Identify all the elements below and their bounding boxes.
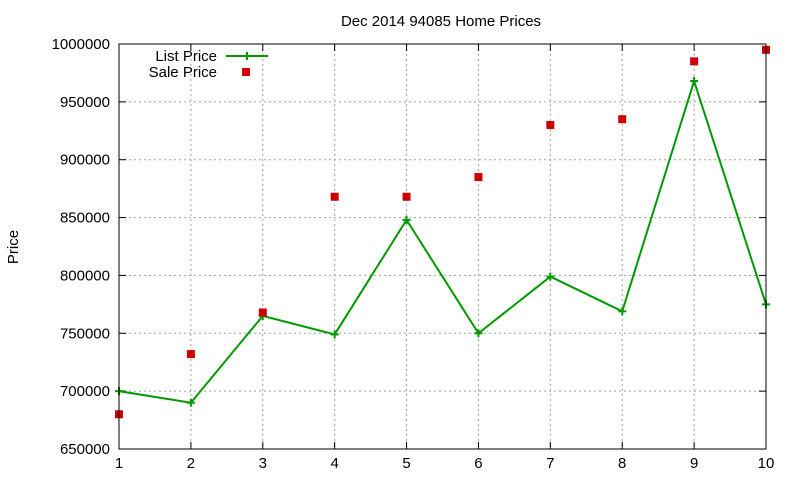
axis-ticks: 650000 700000 750000 800000 850000 900000 9500… bbox=[52, 36, 775, 472]
series-layer bbox=[115, 45, 770, 419]
chart-title: Dec 2014 94085 Home Prices bbox=[341, 13, 541, 30]
legend: List Price Sale Price bbox=[149, 48, 268, 81]
x-tick-label: 3 bbox=[259, 455, 267, 472]
y-tick-label: 850000 bbox=[60, 210, 110, 227]
x-tick-label: 6 bbox=[474, 455, 482, 472]
plot-frame bbox=[118, 43, 767, 450]
x-tick-label: 4 bbox=[330, 455, 338, 472]
y-tick-label: 950000 bbox=[60, 94, 110, 111]
data-point-sale-price bbox=[618, 115, 627, 124]
data-point-list-price bbox=[186, 398, 195, 407]
x-tick-label: 9 bbox=[690, 455, 698, 472]
y-tick-label: 650000 bbox=[60, 441, 110, 458]
x-tick-label: 7 bbox=[546, 455, 554, 472]
legend-marker-sale-price bbox=[242, 68, 250, 76]
x-tick-label: 8 bbox=[618, 455, 626, 472]
data-point-sale-price bbox=[402, 192, 411, 201]
x-tick-label: 1 bbox=[115, 455, 123, 472]
x-tick-label: 2 bbox=[187, 455, 195, 472]
data-point-sale-price bbox=[474, 173, 483, 182]
y-tick-label: 1000000 bbox=[52, 36, 110, 53]
data-point-sale-price bbox=[330, 192, 339, 201]
y-tick-label: 800000 bbox=[60, 267, 110, 284]
series-line-list-price bbox=[118, 77, 767, 404]
y-tick-label: 750000 bbox=[60, 325, 110, 342]
legend-swatch-sale-price bbox=[242, 68, 250, 76]
data-point-sale-price bbox=[186, 350, 195, 359]
y-tick-label: 900000 bbox=[60, 152, 110, 169]
y-axis-label: Price bbox=[5, 230, 22, 264]
grid-lines bbox=[119, 44, 766, 449]
data-point-list-price bbox=[690, 77, 699, 86]
legend-marker-list-price bbox=[243, 52, 251, 60]
data-point-sale-price bbox=[258, 308, 267, 317]
data-point-list-price bbox=[402, 215, 411, 224]
x-tick-label: 10 bbox=[758, 455, 775, 472]
data-point-list-price bbox=[330, 330, 339, 339]
legend-label-list-price: List Price bbox=[155, 48, 217, 65]
legend-swatch-list-price bbox=[226, 52, 268, 60]
data-point-list-price bbox=[546, 272, 555, 281]
y-tick-label: 700000 bbox=[60, 383, 110, 400]
data-point-list-price bbox=[618, 307, 627, 316]
x-tick-label: 5 bbox=[402, 455, 410, 472]
data-point-sale-price bbox=[690, 57, 699, 66]
data-point-list-price bbox=[474, 329, 483, 338]
data-point-sale-price bbox=[546, 121, 555, 129]
legend-label-sale-price: Sale Price bbox=[149, 64, 217, 81]
